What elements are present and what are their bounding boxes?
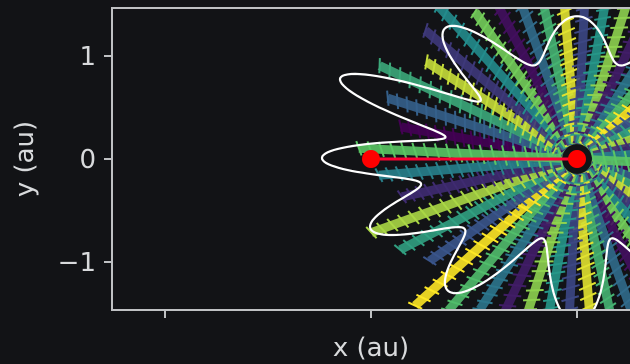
trail-hatch <box>490 109 493 129</box>
trail-hatch <box>508 284 526 286</box>
trail-hatch <box>526 290 544 291</box>
trail-hatch <box>512 338 528 339</box>
trail-hatch <box>407 96 408 112</box>
trail-hatch <box>608 72 628 75</box>
body-point <box>568 150 586 168</box>
trail-hatch <box>609 330 621 339</box>
trail-hatch <box>549 263 567 266</box>
body-point <box>362 150 380 168</box>
trail-hatch <box>587 53 605 56</box>
trail-hatch <box>494 315 511 316</box>
trail-hatch <box>556 0 571 5</box>
trail-hatch <box>587 353 600 360</box>
trail-hatch <box>538 333 553 336</box>
trail-hatch <box>427 0 433 4</box>
trail-hatch <box>490 325 506 326</box>
trail-hatch <box>582 313 597 320</box>
trail-hatch <box>561 318 577 323</box>
trail-hatch <box>589 44 607 47</box>
trail-hatch <box>462 129 465 147</box>
trail-hatch <box>540 316 556 319</box>
y-axis: 1 0 −1 <box>58 42 112 278</box>
trail-hatch <box>445 108 446 126</box>
trail-hatch <box>539 325 554 328</box>
trail-hatch <box>436 105 437 122</box>
trail-hatch <box>598 0 614 2</box>
trail-hatch <box>488 134 491 153</box>
trail-hatch <box>584 333 598 340</box>
trail-hatch <box>560 330 576 335</box>
x-axis <box>165 310 577 318</box>
trail-hatch <box>499 305 516 307</box>
trail-hatch <box>387 91 388 106</box>
trail-hatch <box>416 99 417 115</box>
trail-hatch <box>514 328 530 329</box>
trail-hatch <box>517 319 533 320</box>
trail-hatch <box>610 27 628 28</box>
y-axis-label: y (au) <box>10 121 40 197</box>
trail-hatch <box>523 300 540 301</box>
trail-hatch <box>614 18 630 19</box>
trail-hatch <box>490 0 501 6</box>
trail-hatch <box>560 352 575 357</box>
trail-hatch <box>481 346 497 347</box>
trail-hatch <box>552 245 571 248</box>
trail-hatch <box>476 356 491 357</box>
trail-hatch <box>485 336 501 337</box>
trail-hatch <box>512 0 525 1</box>
trail-hatch <box>509 347 524 348</box>
trail-hatch <box>450 90 452 108</box>
trail-hatch <box>504 295 522 297</box>
trail-hatch <box>604 312 617 321</box>
trail-hatch <box>517 264 536 266</box>
trail-hatch <box>397 94 398 110</box>
trail-hatch <box>409 72 410 88</box>
y-tick-label: −1 <box>58 248 96 278</box>
trail-hatch <box>585 343 599 350</box>
trail-hatch <box>471 131 474 149</box>
trail-hatch <box>536 0 549 6</box>
trail-hatch <box>470 99 472 118</box>
y-tick-label: 0 <box>79 145 96 175</box>
trail-hatch <box>440 86 442 104</box>
trail-hatch <box>560 341 576 346</box>
trail-hatch <box>583 323 598 330</box>
trail-hatch <box>583 70 602 73</box>
trail-hatch <box>379 58 380 73</box>
trail-hatch <box>480 104 482 123</box>
trail-hatch <box>606 321 619 330</box>
trail-hatch <box>513 274 531 276</box>
x-axis-label: x (au) <box>333 333 409 363</box>
trail-hatch <box>522 254 541 256</box>
trail-hatch <box>389 63 390 79</box>
y-tick-label: 1 <box>79 42 96 72</box>
trail-hatch <box>426 102 427 119</box>
